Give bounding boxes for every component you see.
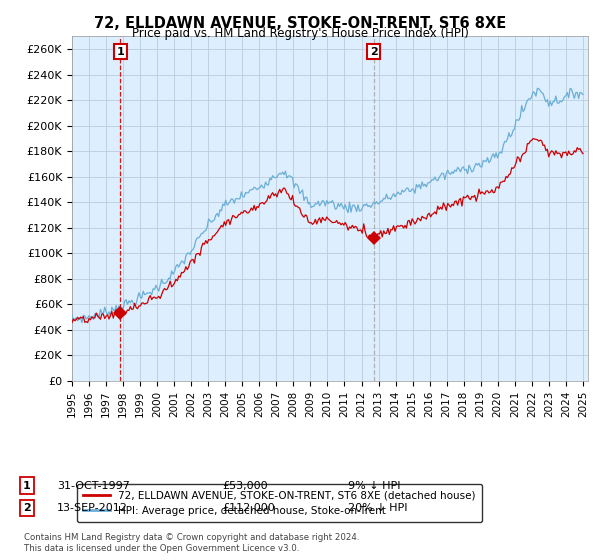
- Legend: 72, ELLDAWN AVENUE, STOKE-ON-TRENT, ST6 8XE (detached house), HPI: Average price: 72, ELLDAWN AVENUE, STOKE-ON-TRENT, ST6 …: [77, 484, 482, 522]
- Text: 20% ↓ HPI: 20% ↓ HPI: [348, 503, 407, 513]
- Text: £112,000: £112,000: [222, 503, 275, 513]
- Text: 31-OCT-1997: 31-OCT-1997: [57, 480, 130, 491]
- Text: 9% ↓ HPI: 9% ↓ HPI: [348, 480, 401, 491]
- Text: 72, ELLDAWN AVENUE, STOKE-ON-TRENT, ST6 8XE: 72, ELLDAWN AVENUE, STOKE-ON-TRENT, ST6 …: [94, 16, 506, 31]
- Text: £53,000: £53,000: [222, 480, 268, 491]
- Text: 13-SEP-2012: 13-SEP-2012: [57, 503, 128, 513]
- Text: Price paid vs. HM Land Registry's House Price Index (HPI): Price paid vs. HM Land Registry's House …: [131, 27, 469, 40]
- Text: 2: 2: [370, 46, 377, 57]
- Text: 1: 1: [116, 46, 124, 57]
- Text: 2: 2: [23, 503, 31, 513]
- Text: 1: 1: [23, 480, 31, 491]
- Text: Contains HM Land Registry data © Crown copyright and database right 2024.
This d: Contains HM Land Registry data © Crown c…: [24, 533, 359, 553]
